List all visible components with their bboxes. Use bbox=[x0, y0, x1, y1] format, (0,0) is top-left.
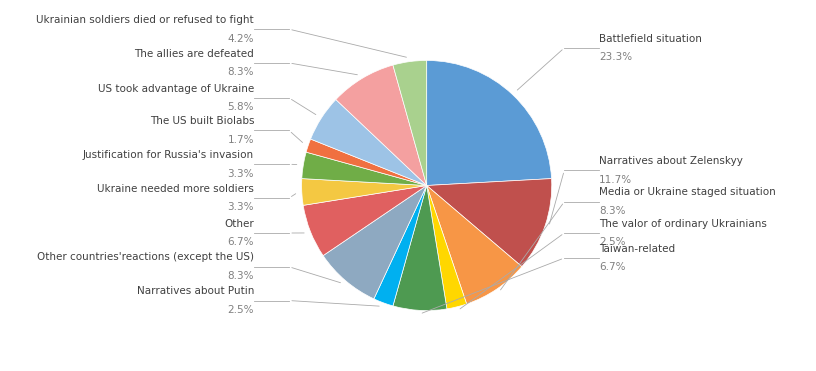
Text: 11.7%: 11.7% bbox=[599, 175, 632, 185]
Text: Narratives about Zelenskyy: Narratives about Zelenskyy bbox=[599, 156, 743, 166]
Wedge shape bbox=[427, 178, 552, 267]
Text: Other: Other bbox=[224, 219, 254, 229]
Text: 23.3%: 23.3% bbox=[599, 52, 632, 62]
Text: The valor of ordinary Ukrainians: The valor of ordinary Ukrainians bbox=[599, 219, 767, 229]
Text: Ukraine needed more soldiers: Ukraine needed more soldiers bbox=[97, 184, 254, 194]
Text: 2.5%: 2.5% bbox=[599, 237, 626, 247]
Text: 3.3%: 3.3% bbox=[228, 168, 254, 178]
Text: 6.7%: 6.7% bbox=[228, 237, 254, 247]
Text: Other countries'reactions (except the US): Other countries'reactions (except the US… bbox=[37, 252, 254, 262]
Wedge shape bbox=[302, 152, 427, 186]
Text: 3.3%: 3.3% bbox=[228, 203, 254, 212]
Wedge shape bbox=[427, 60, 552, 186]
Wedge shape bbox=[304, 186, 427, 256]
Text: Justification for Russia's invasion: Justification for Russia's invasion bbox=[83, 150, 254, 160]
Text: US took advantage of Ukraine: US took advantage of Ukraine bbox=[98, 83, 254, 93]
Text: Taiwan-related: Taiwan-related bbox=[599, 244, 676, 254]
Text: Ukrainian soldiers died or refused to fight: Ukrainian soldiers died or refused to fi… bbox=[37, 15, 254, 25]
Wedge shape bbox=[302, 178, 427, 205]
Text: 8.3%: 8.3% bbox=[228, 67, 254, 77]
Text: 8.3%: 8.3% bbox=[599, 206, 626, 216]
Text: 4.2%: 4.2% bbox=[228, 33, 254, 43]
Text: Media or Ukraine staged situation: Media or Ukraine staged situation bbox=[599, 187, 776, 197]
Text: The allies are defeated: The allies are defeated bbox=[135, 49, 254, 59]
Wedge shape bbox=[393, 60, 427, 186]
Wedge shape bbox=[393, 186, 447, 311]
Wedge shape bbox=[306, 139, 427, 186]
Text: 2.5%: 2.5% bbox=[228, 305, 254, 315]
Text: Narratives about Putin: Narratives about Putin bbox=[137, 286, 254, 296]
Wedge shape bbox=[311, 99, 427, 186]
Wedge shape bbox=[374, 186, 427, 306]
Wedge shape bbox=[427, 186, 467, 309]
Text: 1.7%: 1.7% bbox=[228, 135, 254, 145]
Wedge shape bbox=[323, 186, 427, 299]
Text: 5.8%: 5.8% bbox=[228, 102, 254, 112]
Text: Battlefield situation: Battlefield situation bbox=[599, 33, 702, 43]
Text: The US built Biolabs: The US built Biolabs bbox=[149, 116, 254, 126]
Text: 8.3%: 8.3% bbox=[228, 271, 254, 281]
Wedge shape bbox=[427, 186, 522, 304]
Wedge shape bbox=[336, 65, 427, 186]
Text: 6.7%: 6.7% bbox=[599, 262, 626, 272]
